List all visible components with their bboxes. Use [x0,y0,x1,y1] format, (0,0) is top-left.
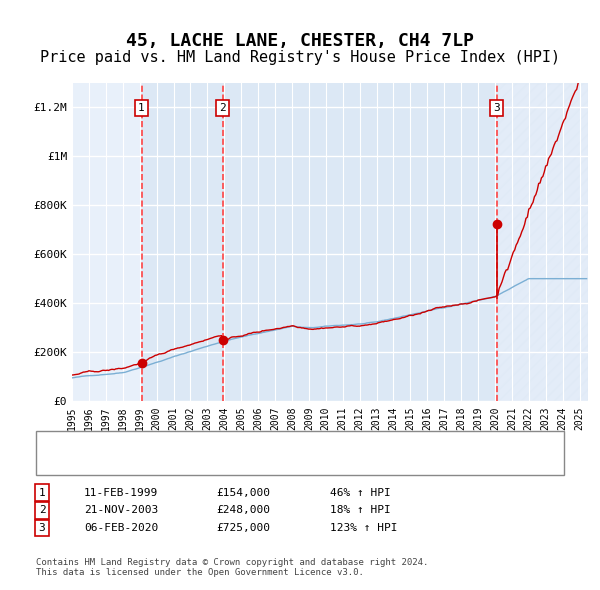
Text: £154,000: £154,000 [216,488,270,497]
Text: 2: 2 [219,103,226,113]
Text: Contains HM Land Registry data © Crown copyright and database right 2024.
This d: Contains HM Land Registry data © Crown c… [36,558,428,577]
Bar [223,83,497,401]
Bar [497,83,588,401]
Text: 46% ↑ HPI: 46% ↑ HPI [330,488,391,497]
Text: 11-FEB-1999: 11-FEB-1999 [84,488,158,497]
Text: 21-NOV-2003: 21-NOV-2003 [84,506,158,515]
Text: £725,000: £725,000 [216,523,270,533]
Bar [142,83,223,401]
Text: 45, LACHE LANE, CHESTER, CH4 7LP: 45, LACHE LANE, CHESTER, CH4 7LP [126,32,474,51]
Text: 1: 1 [138,103,145,113]
Text: 3: 3 [38,523,46,533]
Text: 45, LACHE LANE, CHESTER, CH4 7LP (detached house): 45, LACHE LANE, CHESTER, CH4 7LP (detach… [87,433,418,442]
Text: £248,000: £248,000 [216,506,270,515]
Text: 123% ↑ HPI: 123% ↑ HPI [330,523,398,533]
Text: 18% ↑ HPI: 18% ↑ HPI [330,506,391,515]
Text: Price paid vs. HM Land Registry's House Price Index (HPI): Price paid vs. HM Land Registry's House … [40,50,560,65]
Text: 2: 2 [38,506,46,515]
Text: 3: 3 [493,103,500,113]
Text: HPI: Average price, detached house, Cheshire West and Chester: HPI: Average price, detached house, Ches… [87,458,499,468]
Text: 06-FEB-2020: 06-FEB-2020 [84,523,158,533]
Text: 1: 1 [38,488,46,497]
